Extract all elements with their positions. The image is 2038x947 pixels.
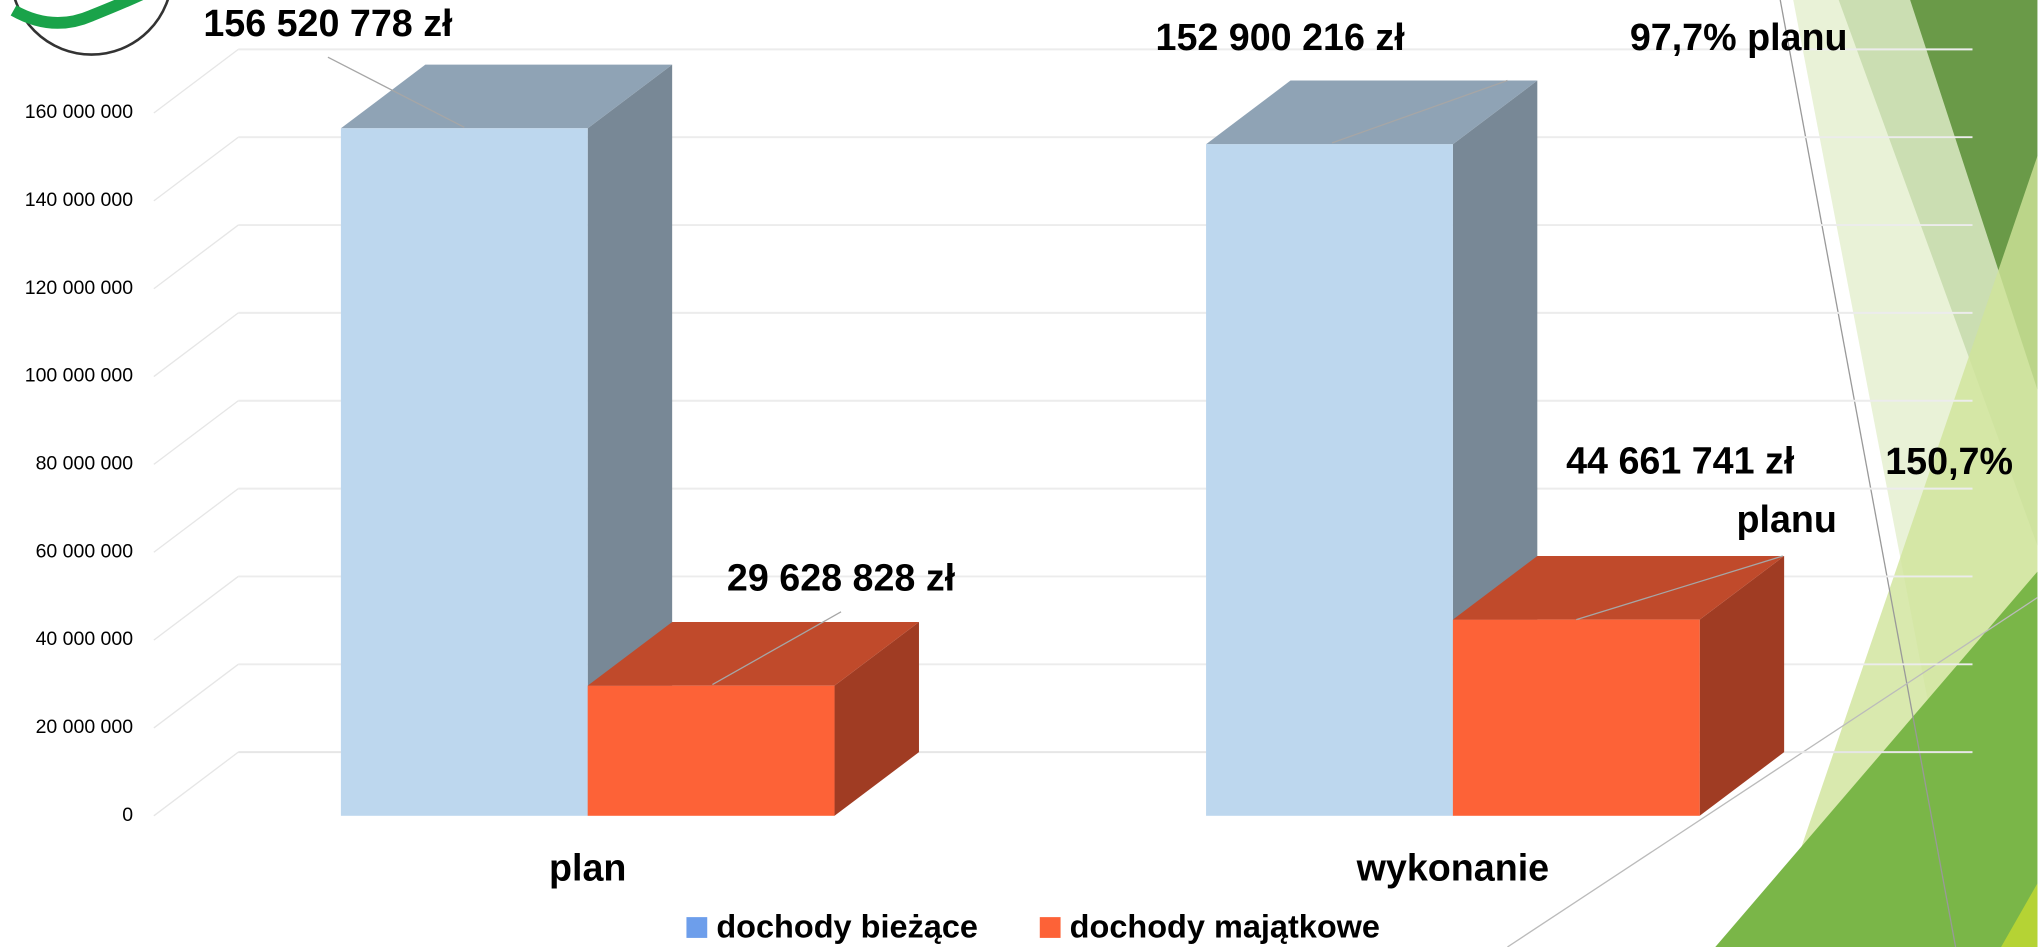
annotation: 97,7% planu	[1630, 16, 1848, 58]
background-decoration	[10, 0, 2038, 947]
grid-line-side	[153, 751, 239, 817]
grid-line-side	[153, 663, 239, 729]
data-label: 156 520 778 zł	[203, 2, 453, 44]
grid-line-side	[153, 224, 239, 290]
y-tick-label: 20 000 000	[36, 716, 134, 738]
legend-swatch	[686, 917, 708, 938]
grid-line-side	[153, 575, 239, 641]
leader-line	[1331, 79, 1508, 144]
y-tick-label: 140 000 000	[25, 189, 133, 211]
leader-line	[327, 56, 465, 128]
grid-line-side	[153, 400, 239, 465]
leader-line	[1576, 555, 1784, 621]
bar-top	[1452, 555, 1785, 620]
data-label: 44 661 741 zł	[1566, 440, 1795, 482]
bar-side	[834, 622, 919, 816]
y-tick-label: 60 000 000	[36, 540, 134, 562]
legend-label: dochody majątkowe	[1070, 908, 1380, 944]
x-tick-label: wykonanie	[1356, 846, 1550, 888]
legend-swatch	[1039, 917, 1061, 938]
y-tick-label: 80 000 000	[36, 453, 134, 475]
bar-top	[587, 622, 919, 686]
y-tick-label: 160 000 000	[25, 101, 133, 123]
grid-line-side	[153, 136, 239, 202]
bar	[1206, 144, 1453, 816]
data-label: 152 900 216 zł	[1156, 16, 1406, 58]
annotation: 150,7% planu	[1737, 440, 2013, 540]
grid-line-side	[153, 488, 239, 553]
x-tick-label: plan	[549, 846, 626, 888]
bar-top	[1206, 80, 1538, 145]
bar	[340, 128, 588, 816]
data-label: 29 628 828 zł	[727, 557, 956, 599]
y-tick-label: 100 000 000	[25, 365, 133, 387]
bar	[1452, 619, 1700, 816]
y-tick-label: 120 000 000	[25, 277, 133, 299]
y-tick-label: 40 000 000	[36, 628, 134, 650]
bar	[587, 685, 835, 816]
grid-line-side	[153, 48, 239, 114]
bar-top	[340, 64, 673, 129]
bar-side	[1699, 555, 1785, 816]
grid-line-side	[153, 312, 239, 378]
legend-label: dochody bieżące	[716, 908, 978, 944]
leader-line	[712, 611, 842, 686]
bar-side	[587, 64, 673, 816]
y-tick-label: 0	[122, 804, 133, 826]
